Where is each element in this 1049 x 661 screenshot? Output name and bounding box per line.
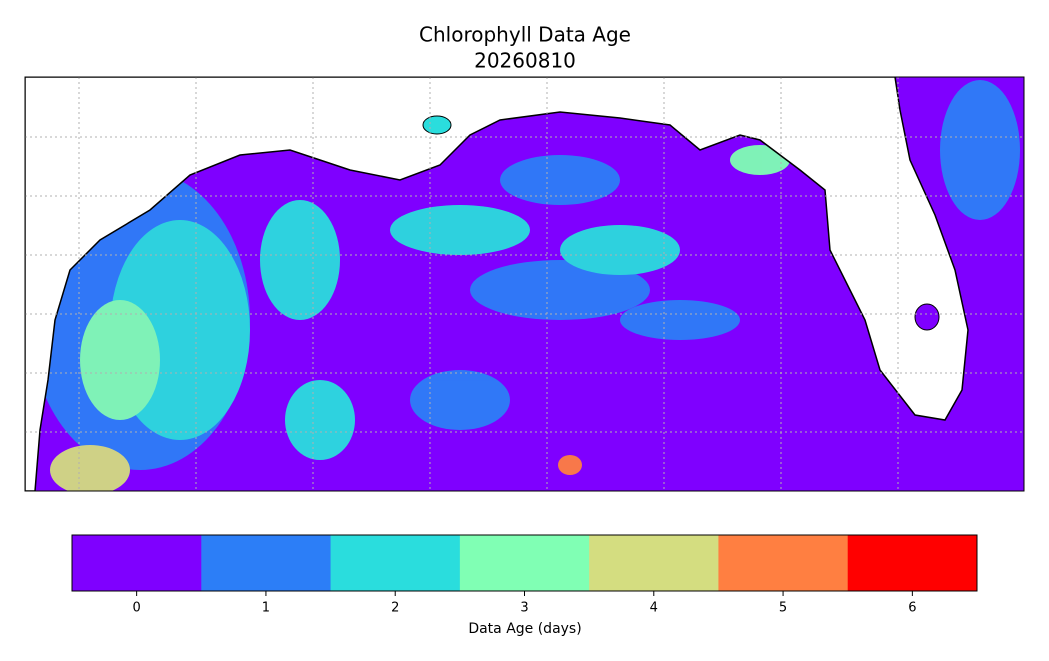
patch [260,200,340,320]
colorbar-frame [71,534,978,592]
tick-label: 3 [520,601,528,616]
patch [285,380,355,460]
tick-label: 2 [391,601,399,616]
lake [914,303,940,331]
data-patches [30,80,1020,491]
colorbar-segment [589,535,719,591]
patch [730,145,790,175]
patch [410,370,510,430]
patch [470,260,650,320]
patch [390,205,530,255]
colorbar-segment [847,535,978,591]
colorbar: 0 1 2 3 4 5 6 [72,535,978,616]
tick-label: 5 [779,601,787,616]
colorbar-segment [72,535,202,591]
title-line: Chlorophyll Data Age [419,23,631,47]
colorbar-label: Data Age (days) [468,621,581,637]
tick-label: 1 [262,601,270,616]
colorbar-segment [718,535,849,591]
patch [558,455,582,475]
tick-label: 0 [133,601,141,616]
colorbar-segment [330,535,461,591]
patch [620,300,740,340]
patch [560,225,680,275]
patch [500,155,620,205]
map [25,77,1024,491]
lake [422,115,452,135]
graticule [25,77,1024,491]
title-line: 20260810 [474,49,576,73]
patch [940,80,1020,220]
tick-label: 6 [908,601,916,616]
map-frame [24,76,1025,492]
tick-label: 4 [650,601,658,616]
patch [50,445,130,491]
colorbar-segment [459,535,590,591]
colorbar-segment [201,535,332,591]
patch [80,300,160,420]
